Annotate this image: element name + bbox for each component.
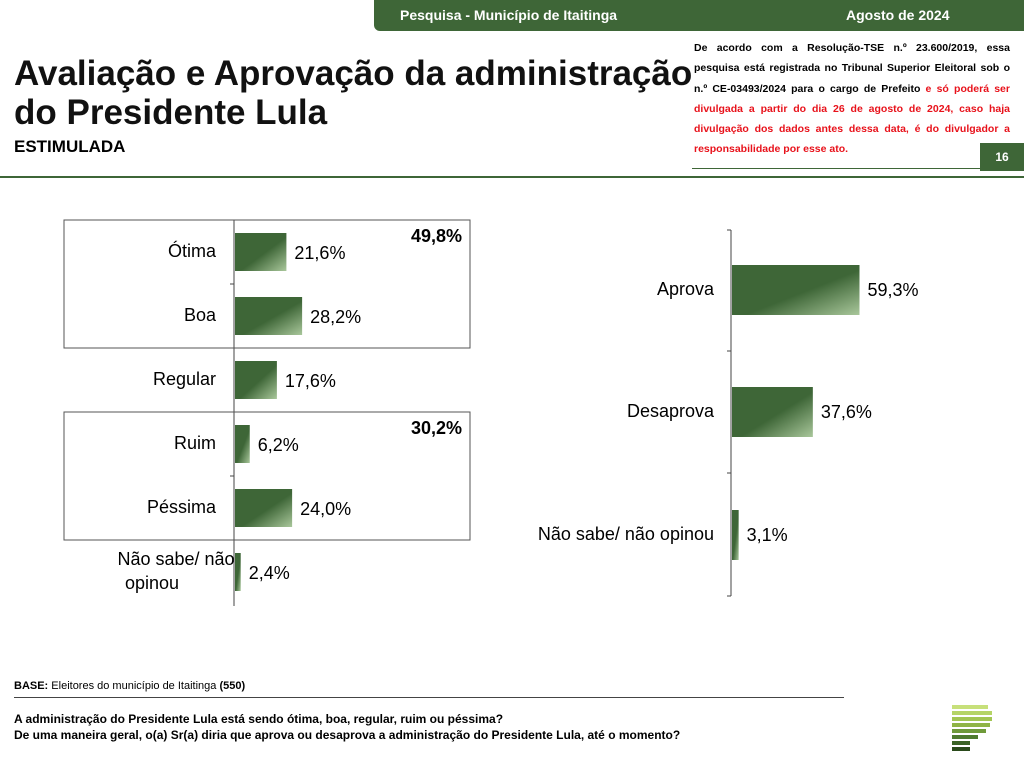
chart1-group-box-1 bbox=[63, 219, 471, 349]
chart1-category-label-otima: Ótima bbox=[168, 240, 217, 261]
chart2-category-label-aprova: Aprova bbox=[657, 279, 715, 299]
title-line-1: Avaliação e Aprovação da administração bbox=[14, 54, 693, 93]
chart1-category-label-nao-sabe-nao-opinou-line1: Não sabe/ não bbox=[117, 549, 234, 569]
chart1-group-box-2 bbox=[63, 411, 471, 541]
base-note: BASE: Eleitores do município de Itaiting… bbox=[14, 680, 245, 692]
chart1-value-label-regular: 17,6% bbox=[285, 371, 336, 391]
chart2-category-label-nao-sabe-nao-opinou: Não sabe/ não opinou bbox=[538, 524, 714, 544]
chart1-bar-nao-sabe-nao-opinou bbox=[235, 553, 241, 591]
chart1-group-total-1: 49,8% bbox=[411, 226, 462, 246]
chart2-bar-desaprova bbox=[732, 387, 813, 437]
chart1-value-label-boa: 28,2% bbox=[310, 307, 361, 327]
brand-logo bbox=[952, 705, 992, 751]
survey-name: Pesquisa - Município de Itaitinga bbox=[400, 7, 618, 23]
header-divider bbox=[0, 176, 1024, 178]
legal-rule bbox=[692, 168, 980, 169]
title-line-2: do Presidente Lula bbox=[14, 93, 328, 132]
legal-notice-red: e só poderá ser divulgada a partir do di… bbox=[694, 82, 1010, 156]
chart1-group-total-2: 30,2% bbox=[411, 418, 462, 438]
chart1-bar-regular bbox=[235, 361, 277, 399]
chart1-value-label-ruim: 6,2% bbox=[258, 435, 299, 455]
chart1-bar-ruim bbox=[235, 425, 250, 463]
footer-divider bbox=[14, 697, 844, 698]
base-label: BASE: bbox=[14, 680, 49, 692]
chart1-category-label-boa: Boa bbox=[184, 305, 217, 325]
chart1-value-label-pessima: 24,0% bbox=[300, 499, 351, 519]
chart1-bar-boa bbox=[235, 297, 303, 335]
chart1-category-label-nao-sabe-nao-opinou-line2: opinou bbox=[125, 573, 179, 593]
chart1-value-label-otima: 21,6% bbox=[294, 243, 345, 263]
base-n: (550) bbox=[219, 680, 246, 692]
chart1-category-label-pessima: Péssima bbox=[147, 497, 217, 517]
chart1-category-label-ruim: Ruim bbox=[174, 433, 216, 453]
page-number: 16 bbox=[980, 143, 1024, 171]
question-2: De uma maneira geral, o(a) Sr(a) diria q… bbox=[14, 728, 681, 742]
charts-area: 21,6% Ótima 28,2% Boa 17,6% Regular 6,2% Ruim 24… bbox=[63, 219, 919, 606]
legal-notice-black: De acordo com a Resolução-TSE n.º 23.600… bbox=[694, 42, 1010, 95]
survey-date: Agosto de 2024 bbox=[846, 7, 950, 23]
chart2-category-label-desaprova: Desaprova bbox=[627, 401, 715, 421]
chart2-value-label-aprova: 59,3% bbox=[867, 280, 918, 300]
page-subtitle: ESTIMULADA bbox=[14, 137, 126, 156]
chart1-bar-otima bbox=[235, 233, 287, 271]
chart2-bar-aprova bbox=[732, 265, 860, 315]
header-bar: Pesquisa - Município de Itaitinga Agosto… bbox=[374, 0, 1024, 31]
chart1-bar-pessima bbox=[235, 489, 293, 527]
chart2-value-label-nao-sabe-nao-opinou: 3,1% bbox=[747, 525, 788, 545]
page-title: Avaliação e Aprovação da administração d… bbox=[14, 54, 694, 132]
chart2-bar-nao-sabe-nao-opinou bbox=[732, 510, 739, 560]
chart1-value-label-nao-sabe-nao-opinou: 2,4% bbox=[249, 563, 290, 583]
chart1-category-label-regular: Regular bbox=[153, 369, 216, 389]
question-1: A administração do Presidente Lula está … bbox=[14, 712, 504, 726]
base-text: Eleitores do município de Itaitinga bbox=[48, 680, 220, 692]
legal-notice: De acordo com a Resolução-TSE n.º 23.600… bbox=[694, 38, 1010, 160]
chart2-value-label-desaprova: 37,6% bbox=[821, 402, 872, 422]
